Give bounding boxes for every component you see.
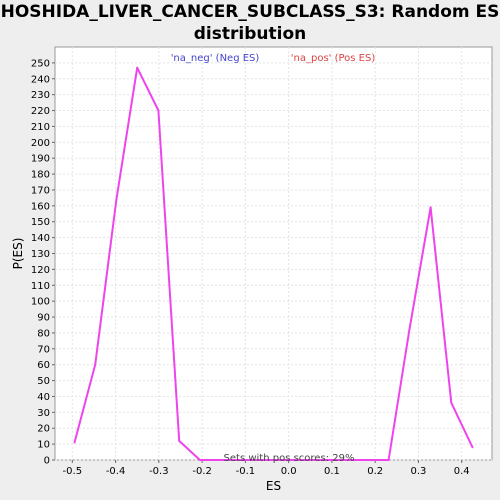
x-axis-label: ES: [266, 479, 281, 493]
x-tick-label: 0.0: [281, 466, 297, 477]
y-tick-label: 120: [31, 265, 50, 276]
series-line: [73, 66, 474, 461]
data-point: [94, 363, 97, 366]
y-tick-label: 240: [31, 74, 50, 85]
y-tick-label: 220: [31, 106, 50, 117]
data-point: [178, 439, 181, 442]
data-point: [345, 459, 348, 461]
legend-pos: 'na_pos' (Pos ES): [291, 53, 376, 64]
y-tick-label: 50: [37, 376, 50, 387]
data-point: [408, 328, 411, 331]
y-tick-label: 110: [31, 281, 50, 292]
y-axis: 0 10 20 30 40 50 60 70 80 90 100 110 120 130 140 150 160…: [31, 58, 55, 467]
data-point: [136, 66, 139, 69]
y-tick-label: 60: [37, 360, 50, 371]
x-tick-label: -0.2: [192, 466, 212, 477]
legend-neg: 'na_neg' (Neg ES): [171, 53, 260, 64]
annotation-pos-scores: Sets with pos scores: 29%: [224, 453, 355, 464]
data-point: [262, 459, 265, 461]
y-tick-label: 100: [31, 297, 50, 308]
data-point: [220, 459, 223, 461]
y-tick-label: 130: [31, 249, 50, 260]
x-tick-label: 0.4: [454, 466, 470, 477]
x-tick-label: -0.3: [149, 466, 169, 477]
y-tick-label: 210: [31, 122, 50, 133]
y-tick-label: 200: [31, 138, 50, 149]
data-point: [240, 459, 243, 461]
y-tick-label: 0: [44, 456, 50, 467]
y-tick-label: 250: [31, 58, 50, 69]
chart-title: HOSHIDA_LIVER_CANCER_SUBCLASS_S3: Random…: [0, 2, 500, 44]
y-tick-label: 70: [37, 344, 50, 355]
y-tick-label: 150: [31, 217, 50, 228]
x-tick-label: -0.5: [63, 466, 83, 477]
y-axis-label: P(ES): [11, 238, 25, 270]
y-tick-label: 180: [31, 170, 50, 181]
x-axis: -0.5 -0.4 -0.3 -0.2 -0.1 0.0 0.1 0.2 0.3 0.4: [63, 460, 470, 477]
data-point: [471, 446, 474, 449]
x-tick-label: -0.1: [236, 466, 256, 477]
data-point: [73, 441, 76, 444]
y-tick-label: 160: [31, 201, 50, 212]
series-group: [73, 66, 474, 461]
data-point: [366, 459, 369, 461]
data-point: [324, 459, 327, 461]
data-point: [429, 206, 432, 209]
data-point: [282, 459, 285, 461]
y-tick-label: 10: [37, 440, 50, 451]
y-tick-label: 190: [31, 154, 50, 165]
x-tick-label: 0.3: [410, 466, 426, 477]
y-tick-label: 140: [31, 233, 50, 244]
data-point: [387, 459, 390, 461]
y-tick-label: 40: [37, 392, 50, 403]
data-point: [198, 459, 201, 461]
data-point: [115, 198, 118, 201]
y-tick-label: 90: [37, 313, 50, 324]
y-tick-label: 20: [37, 424, 50, 435]
x-tick-label: -0.4: [106, 466, 126, 477]
data-point: [450, 401, 453, 404]
y-tick-label: 80: [37, 328, 50, 339]
data-point: [303, 459, 306, 461]
x-tick-label: 0.1: [324, 466, 340, 477]
y-tick-label: 230: [31, 90, 50, 101]
x-tick-label: 0.2: [367, 466, 383, 477]
data-point: [157, 109, 160, 112]
grid: [55, 47, 492, 461]
y-tick-label: 170: [31, 185, 50, 196]
y-tick-label: 30: [37, 408, 50, 419]
